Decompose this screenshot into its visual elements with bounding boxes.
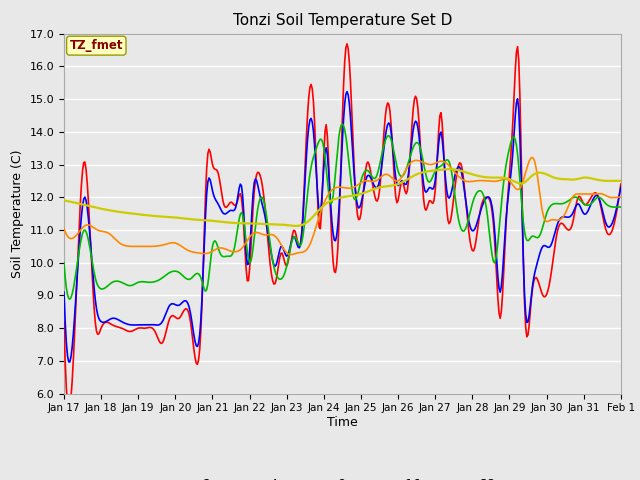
Legend: -2cm, -4cm, -8cm, -16cm, -32cm: -2cm, -4cm, -8cm, -16cm, -32cm xyxy=(166,473,518,480)
Title: Tonzi Soil Temperature Set D: Tonzi Soil Temperature Set D xyxy=(233,13,452,28)
X-axis label: Time: Time xyxy=(327,416,358,429)
Text: TZ_fmet: TZ_fmet xyxy=(70,39,123,52)
Y-axis label: Soil Temperature (C): Soil Temperature (C) xyxy=(11,149,24,278)
